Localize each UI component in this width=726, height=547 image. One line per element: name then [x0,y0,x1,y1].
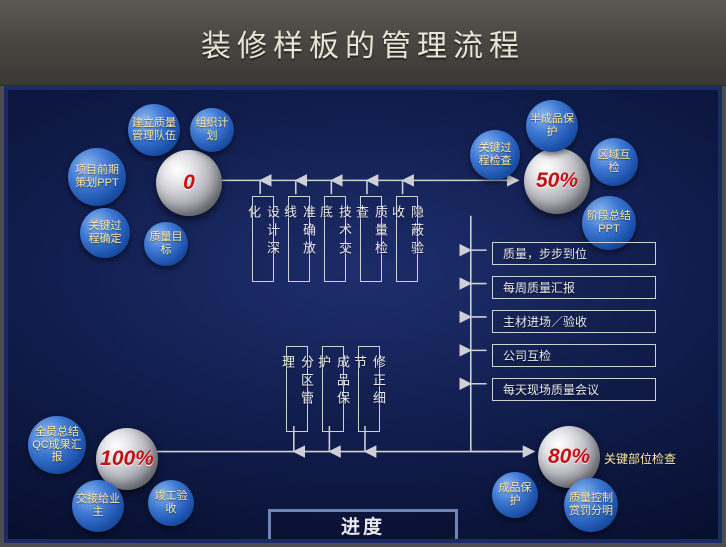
bubble-b81: 成品保护 [492,472,538,518]
step-box: 质量检查 [360,196,382,282]
step-box: 技术交底 [324,196,346,282]
milestone-label: 100% [100,447,154,471]
right-step-label: 公司互检 [503,347,551,364]
bubble-b53: 区域互检 [590,138,638,186]
milestone-m50: 50% [524,148,590,214]
step-label: 分区管理 [278,355,316,423]
step-box: 成品保护 [322,346,344,432]
step-box: 修正细节 [358,346,380,432]
right-step-label: 质量，步步到位 [503,245,587,262]
bubble-label: 关键过程检查 [479,142,512,167]
milestone-label: 50% [536,169,578,193]
bubble-b03: 项目前期策划PPT [68,148,126,206]
right-step-label: 主材进场／验收 [503,313,587,330]
step-label: 准确放线 [280,205,318,273]
slide-frame: { "title": "装修样板的管理流程", "colors": { "tit… [0,0,726,547]
right-step-label: 每天现场质量会议 [503,381,599,398]
bubble-label: 质量控制赏罚分明 [569,492,613,517]
bubble-b102: 交接给业主 [72,480,124,532]
bubble-label: 交接给业主 [76,493,120,518]
milestone-label: 80% [548,445,590,469]
bubble-label: 组织计划 [194,117,230,142]
right-step-box: 每周质量汇报 [492,276,656,299]
bubble-b01: 建立质量管理队伍 [128,104,180,156]
step-box: 准确放线 [288,196,310,282]
step-label: 质量检查 [352,205,390,273]
bubble-b52: 关键过程检查 [470,130,520,180]
step-box: 设计深化 [252,196,274,282]
bubble-b02: 组织计划 [190,108,234,152]
step-box: 隐蔽验收 [396,196,418,282]
step-label: 技术交底 [316,205,354,273]
bubble-label: 全员总结QC成果汇报 [32,426,82,464]
step-label: 修正细节 [350,355,388,423]
bottom-bar: 进度 [268,509,458,539]
label-key-area-check: 关键部位检查 [604,450,676,467]
bubble-b51: 半成品保护 [526,100,578,152]
bubble-label: 建立质量管理队伍 [132,117,176,142]
bubble-b04: 关键过程确定 [80,208,130,258]
milestone-label: 0 [183,171,195,195]
right-step-box: 公司互检 [492,344,656,367]
milestone-m0: 0 [156,150,222,216]
bubble-label: 竣工验收 [152,490,190,515]
right-step-box: 质量，步步到位 [492,242,656,265]
bubble-b103: 竣工验收 [148,480,194,526]
slide-title: 装修样板的管理流程 [201,21,525,65]
bubble-b82: 质量控制赏罚分明 [564,478,618,532]
bubble-label: 质量目标 [148,231,184,256]
bubble-label: 阶段总结 PPT [586,210,632,235]
bubble-label: 半成品保护 [530,113,574,138]
bubble-label: 项目前期策划PPT [75,164,119,189]
bubble-label: 成品保护 [496,482,534,507]
bottom-label: 进度 [341,512,385,539]
step-label: 隐蔽验收 [388,205,426,273]
title-bar: 装修样板的管理流程 [0,0,726,86]
step-label: 设计深化 [244,205,282,273]
bubble-b101: 全员总结QC成果汇报 [28,416,86,474]
step-box: 分区管理 [286,346,308,432]
right-step-box: 主材进场／验收 [492,310,656,333]
step-label: 成品保护 [314,355,352,423]
right-step-box: 每天现场质量会议 [492,378,656,401]
bubble-b05: 质量目标 [144,222,188,266]
bubble-label: 区域互检 [594,149,634,174]
diagram-stage: 050%80%100% 建立质量管理队伍组织计划项目前期策划PPT关键过程确定质… [4,86,722,543]
bubble-label: 关键过程确定 [89,220,122,245]
right-step-label: 每周质量汇报 [503,279,575,296]
